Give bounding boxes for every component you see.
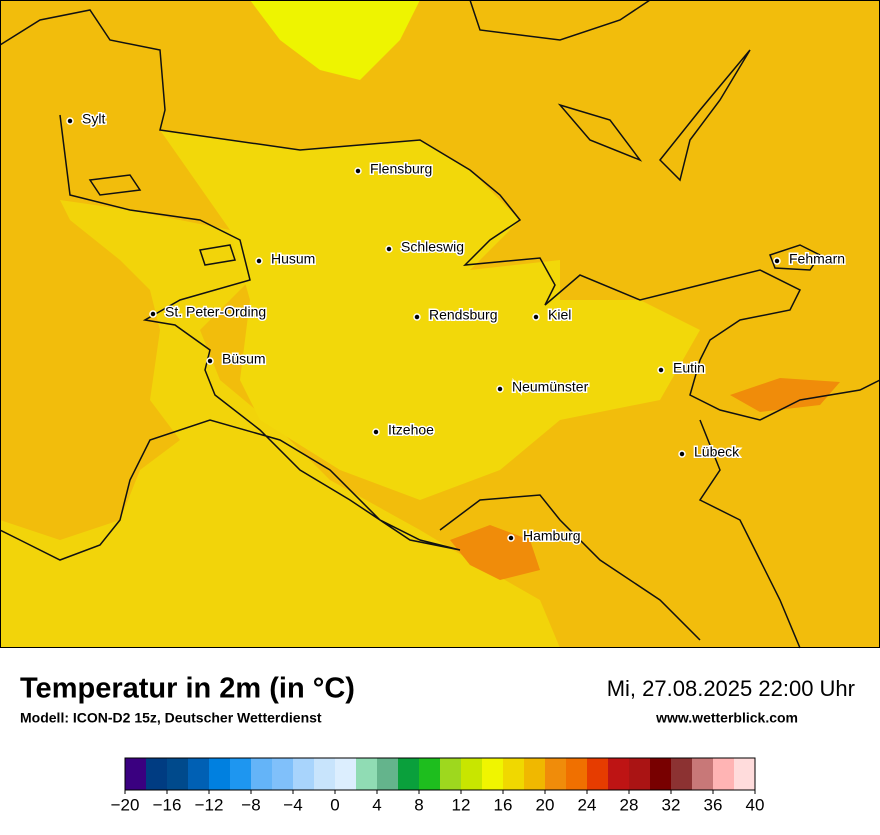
state-border	[698, 419, 801, 649]
city-label: Husum	[271, 251, 315, 267]
colorbar-tick-label: −4	[283, 795, 302, 814]
colorbar-frame	[124, 757, 756, 791]
colorbar-swatch	[125, 758, 147, 790]
city-dot	[354, 167, 362, 175]
colorbar-swatch	[503, 758, 525, 790]
colorbar-tick-label: 40	[746, 795, 765, 814]
colorbar-swatch	[335, 758, 357, 790]
islands	[88, 49, 822, 271]
city-label: St. Peter-Ording	[165, 304, 266, 320]
colorbar-swatch	[167, 758, 189, 790]
city-dot	[532, 313, 540, 321]
city-dot	[496, 385, 504, 393]
colorbar-swatch	[545, 758, 567, 790]
colorbar-swatch	[146, 758, 168, 790]
river-elbe	[439, 494, 701, 641]
colorbar-swatch	[713, 758, 735, 790]
colorbar-tick-label: −8	[241, 795, 260, 814]
city-label: Neumünster	[512, 379, 589, 395]
coastline	[0, 9, 880, 421]
city-label: Itzehoe	[388, 422, 434, 438]
colorbar-swatch	[440, 758, 462, 790]
colorbar-swatch	[419, 758, 441, 790]
city-dot	[507, 534, 515, 542]
colorbar-tick-label: −12	[195, 795, 224, 814]
subtitle: Modell: ICON-D2 15z, Deutscher Wetterdie…	[20, 710, 322, 726]
colorbar-swatch	[230, 758, 252, 790]
city-markers: Sylt Flensburg Schleswig Husum Fehmarn St. Pe…	[66, 109, 847, 545]
colorbar-tick-label: 4	[372, 795, 381, 814]
city-dot	[206, 357, 214, 365]
colorbar-tick-label: −20	[111, 795, 140, 814]
city-label: Rendsburg	[429, 307, 498, 323]
city-dot	[372, 428, 380, 436]
colorbar-swatch	[692, 758, 714, 790]
city-dot	[657, 366, 665, 374]
colorbar-swatch	[524, 758, 546, 790]
city-label: Hamburg	[523, 528, 581, 544]
colorbar-swatch	[188, 758, 210, 790]
colorbar-swatch	[398, 758, 420, 790]
colorbar-swatch	[293, 758, 315, 790]
city-dot	[678, 450, 686, 458]
colorbar-tick-label: −16	[153, 795, 182, 814]
warm-patch-north	[250, 0, 420, 80]
colorbar-swatch	[272, 758, 294, 790]
city-label: Kiel	[548, 307, 571, 323]
colorbar-swatch	[734, 758, 756, 790]
coastline-north	[469, 0, 651, 41]
land-west	[0, 200, 560, 648]
city-dot	[66, 117, 74, 125]
warm-patch-hamburg	[450, 525, 540, 580]
title: Temperatur in 2m (in °C)	[20, 673, 355, 705]
colorbar-swatch	[314, 758, 336, 790]
website: www.wetterblick.com	[655, 710, 798, 726]
colorbar-tick-label: 20	[536, 795, 555, 814]
colorbar-swatch	[608, 758, 630, 790]
city-dot	[255, 257, 263, 265]
colorbar-tick-label: 12	[452, 795, 471, 814]
warm-patch-east	[730, 378, 840, 412]
colorbar-swatch	[356, 758, 378, 790]
colorbar-tick-label: 36	[704, 795, 723, 814]
city-dot	[149, 310, 157, 318]
city-label: Lübeck	[694, 444, 740, 460]
colorbar-swatch	[482, 758, 504, 790]
city-label: Eutin	[673, 360, 705, 376]
city-dot	[385, 245, 393, 253]
colorbar-tick-label: 28	[620, 795, 639, 814]
colorbar-swatch	[377, 758, 399, 790]
colorbar-tick-label: 24	[578, 795, 597, 814]
land-center	[160, 130, 700, 500]
colorbar-swatch	[251, 758, 273, 790]
colorbar-tick-label: 8	[414, 795, 423, 814]
city-dot	[773, 257, 781, 265]
colorbar-swatch	[209, 758, 231, 790]
colorbar-tick-label: 16	[494, 795, 513, 814]
city-label: Flensburg	[370, 161, 432, 177]
city-label: Fehmarn	[789, 251, 845, 267]
city-dot	[413, 313, 421, 321]
city-label: Schleswig	[401, 239, 464, 255]
colorbar-tick-label: 0	[330, 795, 339, 814]
colorbar-swatch	[650, 758, 672, 790]
coastline-west	[0, 114, 461, 561]
colorbar-swatch	[629, 758, 651, 790]
city-label: Sylt	[82, 111, 105, 127]
map: Sylt Flensburg Schleswig Husum Fehmarn St. Pe…	[0, 0, 880, 649]
datetime: Mi, 27.08.2025 22:00 Uhr	[607, 676, 855, 701]
colorbar-tick-label: 32	[662, 795, 681, 814]
colorbar: −20 −16 −12 −8 −4 0 4 8 12 16 20 24 28 32 36 40	[111, 757, 765, 814]
colorbar-swatch	[461, 758, 483, 790]
city-label: Büsum	[222, 351, 266, 367]
colorbar-swatch	[587, 758, 609, 790]
colorbar-swatch	[671, 758, 693, 790]
colorbar-swatch	[566, 758, 588, 790]
